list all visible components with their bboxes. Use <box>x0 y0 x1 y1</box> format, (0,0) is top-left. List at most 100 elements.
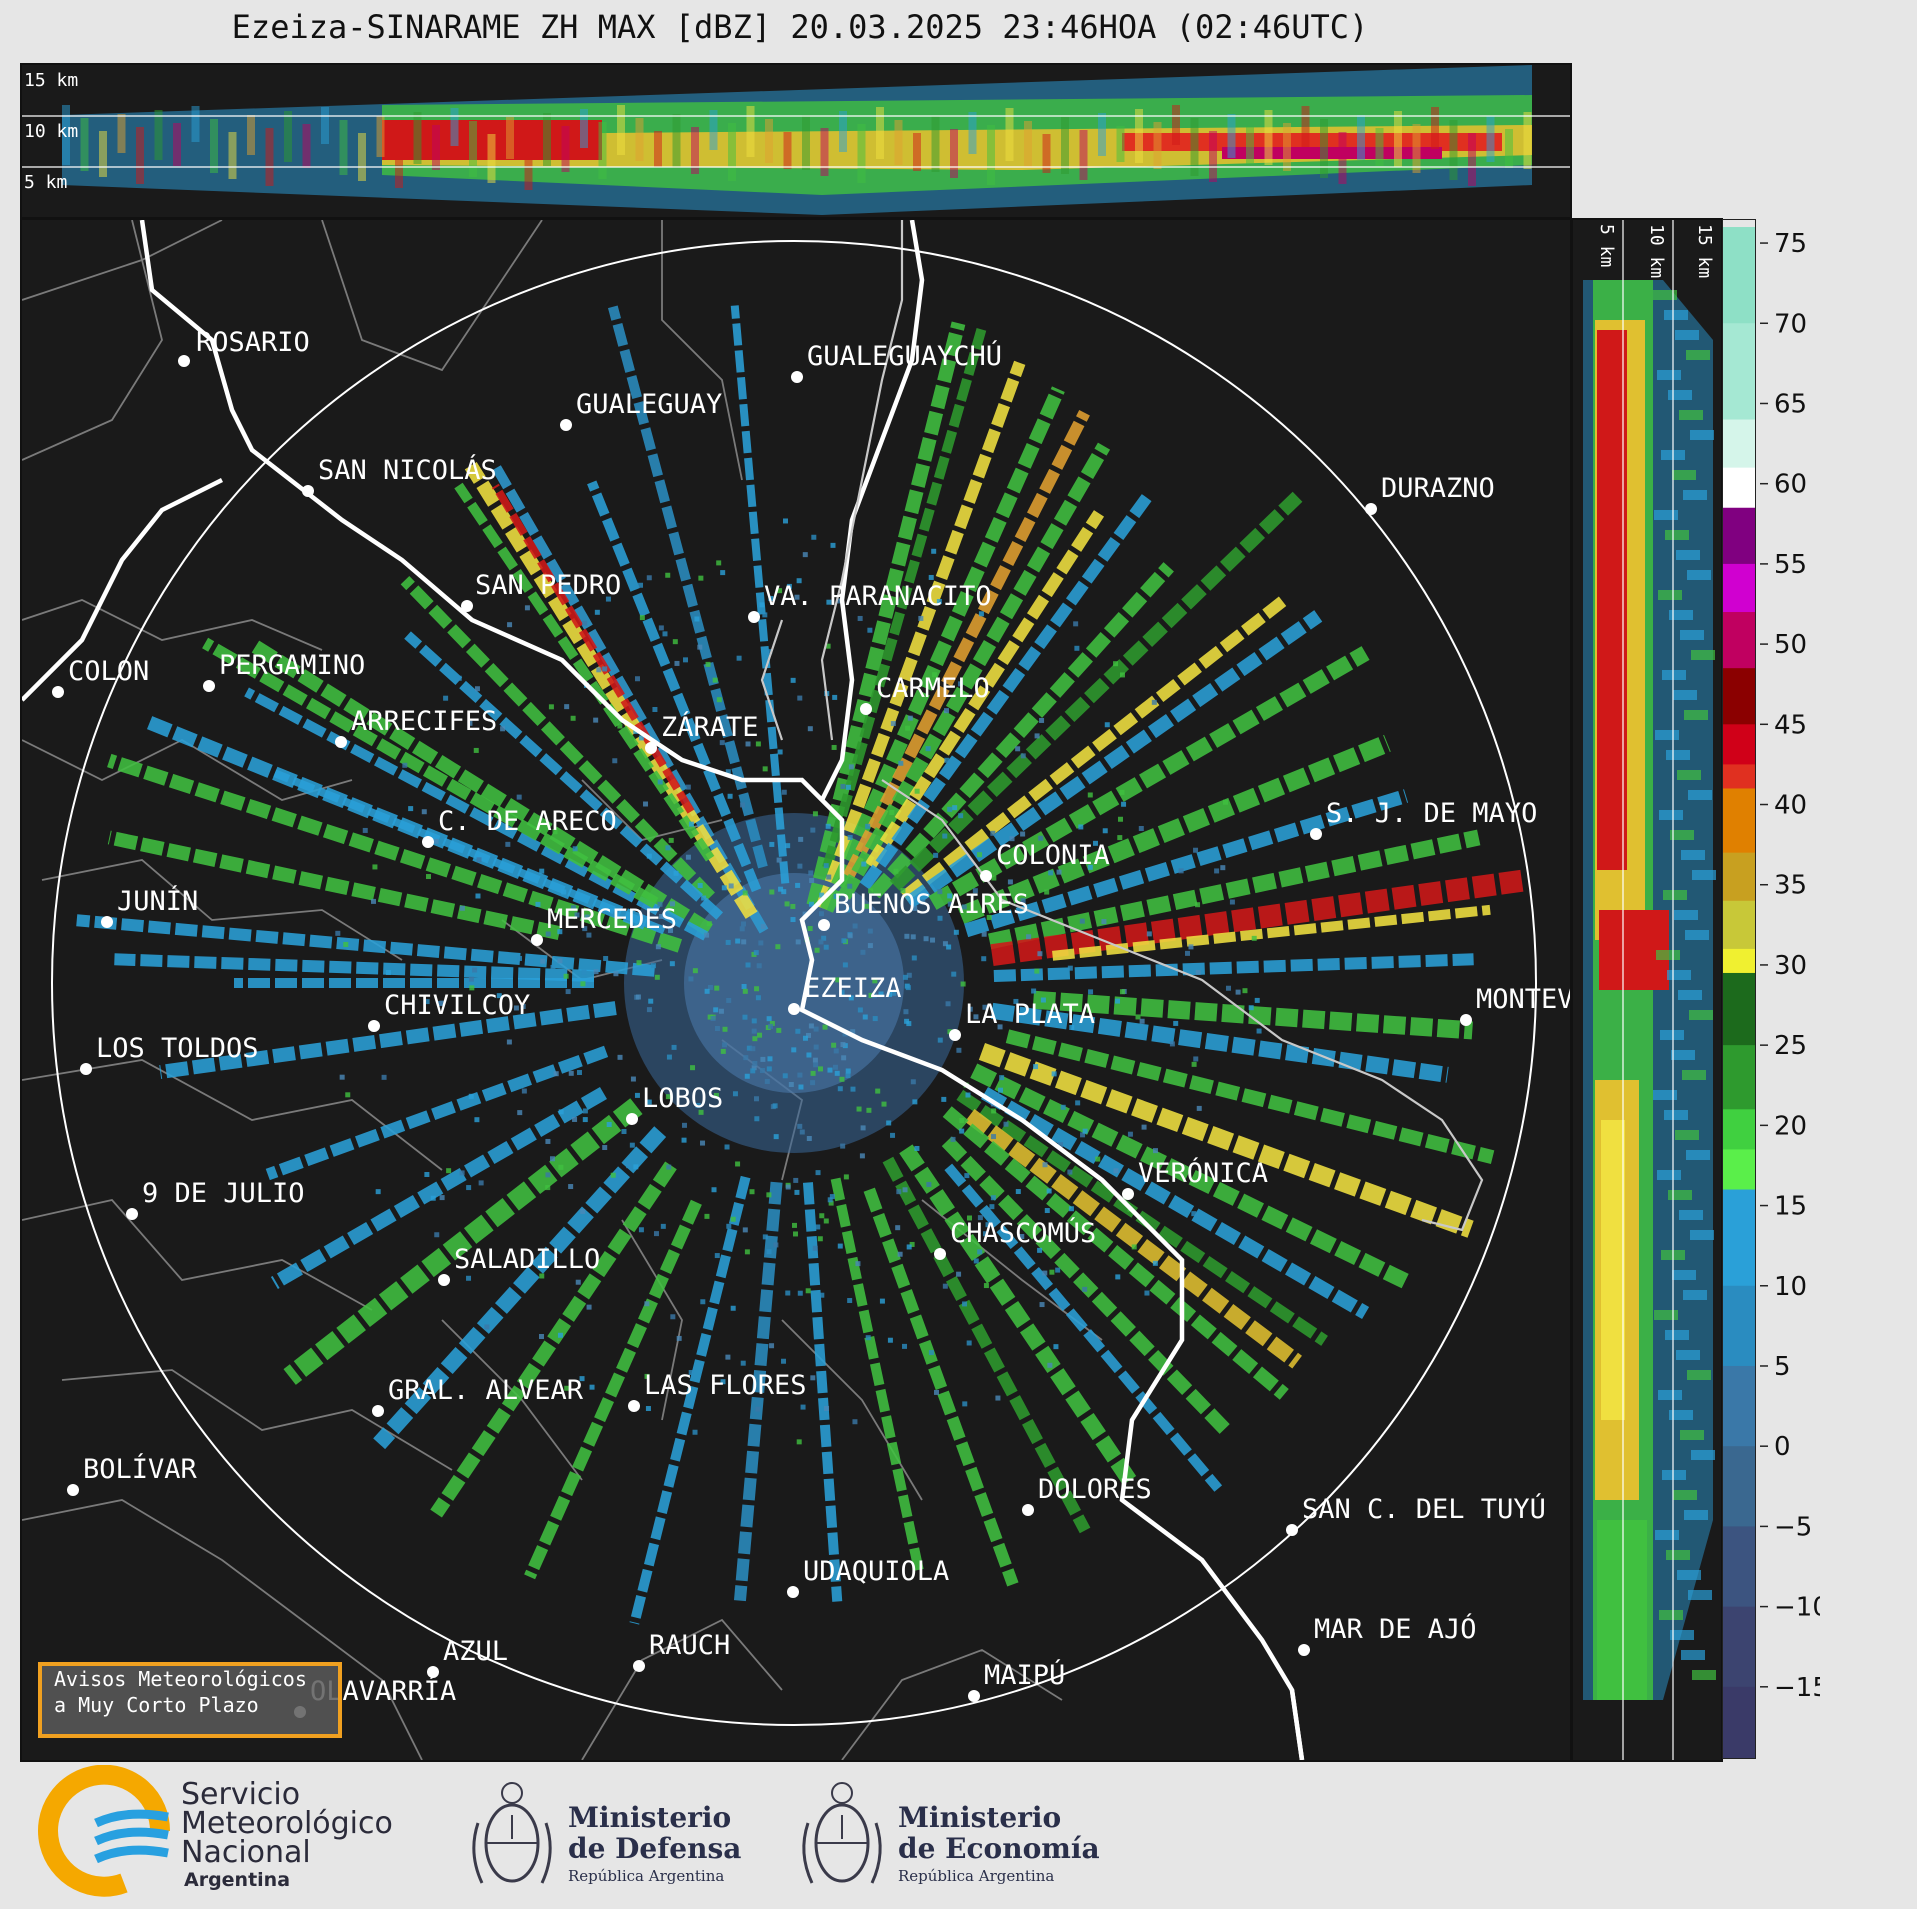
badge-line1: Avisos Meteorológicos <box>54 1667 307 1691</box>
colorbar-tick-label: 30 <box>1774 951 1807 981</box>
city-dot <box>1122 1188 1134 1200</box>
echo-beam <box>869 562 1174 899</box>
colorbar-segment <box>1722 1686 1756 1759</box>
city-label: LAS FLORES <box>644 1370 807 1401</box>
colorbar-segment <box>1722 1045 1756 1110</box>
colorbar-tick-label: −15 <box>1774 1673 1820 1703</box>
echo-beam <box>730 305 790 884</box>
colorbar-tick-label: 0 <box>1774 1432 1791 1462</box>
colorbar-segment <box>1722 1526 1756 1608</box>
colorbar-tick-label: 45 <box>1774 710 1807 740</box>
city-dot <box>427 1666 439 1678</box>
colorbar-segment <box>1722 1149 1756 1191</box>
defensa-logo: Ministerio de Defensa República Argentin… <box>472 1782 741 1885</box>
economia-line1: Ministerio <box>898 1801 1061 1834</box>
top-height-label-15: 15 km <box>24 70 78 91</box>
city-label: CHASCOMÚS <box>950 1217 1096 1249</box>
colorbar-segment <box>1722 1109 1756 1150</box>
colorbar-segment <box>1722 788 1756 854</box>
side-height-label-15: 15 km <box>1694 224 1715 278</box>
colorbar-tick-label: 50 <box>1774 630 1807 660</box>
city-dot <box>80 1063 92 1075</box>
echo-beam <box>587 480 762 893</box>
echo-beam <box>865 510 1105 869</box>
side-height-label-10: 10 km <box>1646 224 1667 278</box>
radar-map-panel[interactable]: ROSARIO GUALEGUAYCHÚ GUALEGUAY SAN NICOLÁS D… <box>20 218 1572 1762</box>
colorbar-tick-label: 5 <box>1774 1352 1791 1382</box>
echo-beam <box>822 327 987 870</box>
echo-beam <box>859 494 1152 890</box>
colorbar-segment <box>1722 323 1756 421</box>
warning-badge[interactable]: Avisos Meteorológicos a Muy Corto Plazo <box>38 1662 342 1738</box>
city-dot <box>438 1274 450 1286</box>
city-label: GUALEGUAYCHÚ <box>807 340 1002 372</box>
city-label: JUNÍN <box>117 885 198 917</box>
city-dot <box>787 1586 799 1598</box>
city-label: MONTEV <box>1476 984 1570 1015</box>
top-height-label-5: 5 km <box>24 172 67 193</box>
city-dot <box>1310 828 1322 840</box>
city-dot <box>67 1484 79 1496</box>
city-label: VERÓNICA <box>1138 1157 1268 1189</box>
city-dot <box>934 1248 946 1260</box>
city-dot <box>126 1208 138 1220</box>
city-dot <box>980 870 992 882</box>
colorbar-segment <box>1722 1606 1756 1688</box>
city-label: COLONIA <box>996 840 1110 871</box>
colorbar-segment <box>1722 948 1756 974</box>
colorbar-segment <box>1722 852 1756 902</box>
colorbar-segment <box>1722 764 1756 789</box>
colorbar-segment <box>1722 668 1756 725</box>
city-dot <box>203 680 215 692</box>
colorbar-segment <box>1722 227 1756 324</box>
city-label: SALADILLO <box>454 1244 600 1275</box>
city-label: CHIVILCOY <box>384 990 530 1021</box>
city-dot <box>626 1113 638 1125</box>
city-dot <box>368 1020 380 1032</box>
echo-beam <box>114 953 595 983</box>
city-label: BOLÍVAR <box>83 1453 198 1485</box>
echo-beam <box>802 1182 843 1602</box>
economia-line3: República Argentina <box>898 1867 1054 1885</box>
page-title: Ezeiza-SINARAME ZH MAX [dBZ] 20.03.2025 … <box>231 8 1369 46</box>
echo-beam <box>863 1187 1019 1587</box>
city-dot <box>1286 1524 1298 1536</box>
colorbar-segment <box>1722 467 1756 509</box>
echo-beam <box>899 1144 1137 1485</box>
colorbar <box>1722 219 1756 1759</box>
city-dot <box>178 355 190 367</box>
colorbar-segment <box>1722 419 1756 469</box>
city-dot <box>949 1029 961 1041</box>
radar-map[interactable]: ROSARIO GUALEGUAYCHÚ GUALEGUAY SAN NICOLÁS D… <box>22 220 1570 1760</box>
echo-beam <box>464 461 758 919</box>
echo-beam <box>837 442 1111 900</box>
city-label: DOLORES <box>1038 1474 1152 1505</box>
echo-beam <box>964 789 1409 938</box>
city-dot <box>52 686 64 698</box>
city-markers: ROSARIO GUALEGUAYCHÚ GUALEGUAY SAN NICOLÁS D… <box>52 327 1570 1718</box>
city-dot <box>1298 1644 1310 1656</box>
colorbar-segment <box>1722 724 1756 765</box>
echo-beam <box>820 386 1065 913</box>
smn-line2: Meteorológico <box>181 1806 393 1841</box>
echo-beam <box>270 1086 607 1290</box>
city-label: VA. PARANACITO <box>764 581 992 612</box>
defensa-line2: de Defensa <box>568 1832 741 1865</box>
echo-beam <box>607 305 768 869</box>
echo-beam <box>942 1106 1289 1400</box>
economia-logo: Ministerio de Economía República Argenti… <box>802 1782 1100 1885</box>
colorbar-tick-label: −5 <box>1774 1512 1812 1542</box>
echo-beam <box>202 637 659 909</box>
smn-line3: Nacional <box>181 1835 311 1870</box>
colorbar-tick-label: −10 <box>1774 1593 1820 1623</box>
city-label: LA PLATA <box>965 999 1095 1030</box>
colorbar-segment <box>1722 612 1756 669</box>
city-label: SAN C. DEL TUYÚ <box>1302 1493 1546 1525</box>
echo-beam <box>815 360 1026 910</box>
defensa-line3: República Argentina <box>568 1867 724 1885</box>
city-label: ROSARIO <box>196 327 310 358</box>
city-label: COLON <box>68 656 149 687</box>
city-label: LOBOS <box>642 1083 723 1114</box>
echo-beam <box>964 1109 1302 1369</box>
city-label: GUALEGUAY <box>576 389 722 420</box>
